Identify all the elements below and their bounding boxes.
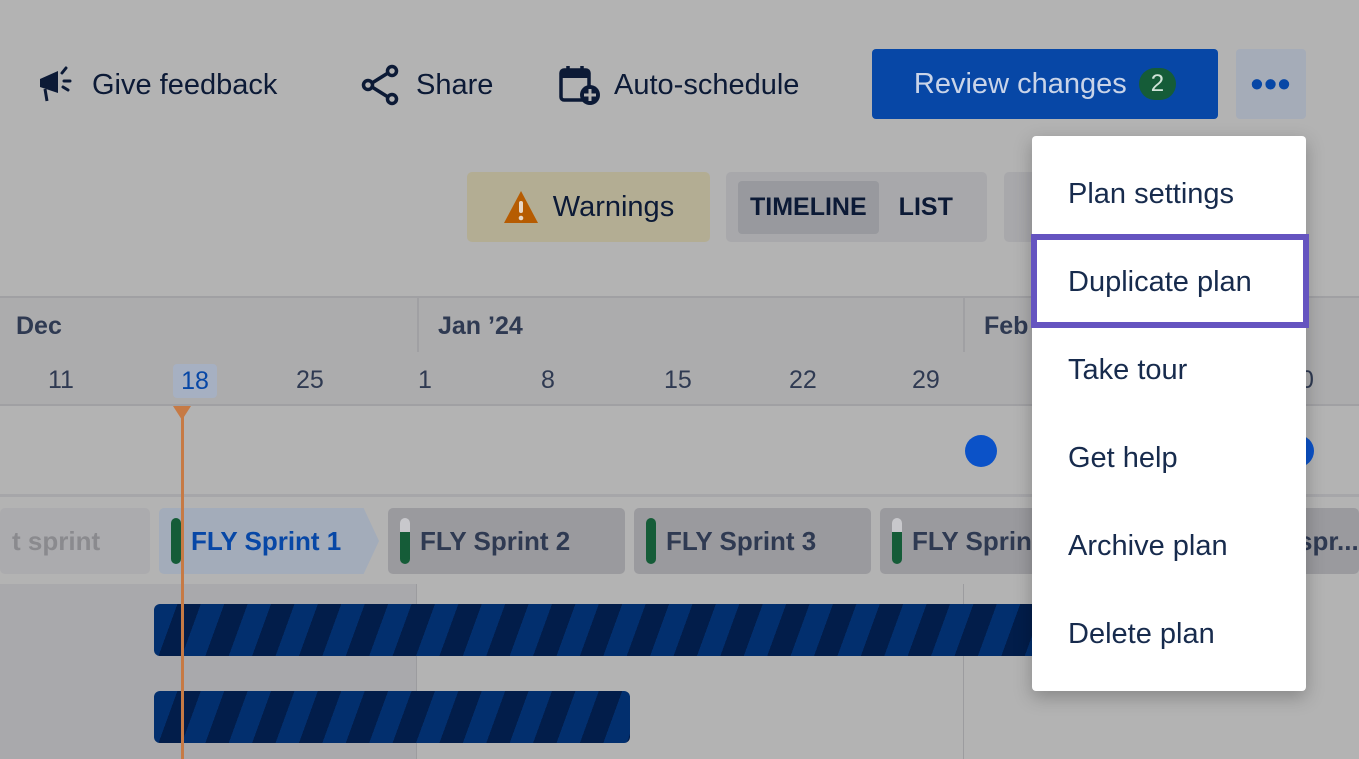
menu-item-get-help[interactable]: Get help bbox=[1068, 442, 1178, 474]
month-label: Feb bbox=[984, 312, 1029, 340]
today-marker-line bbox=[181, 406, 184, 759]
give-feedback-button[interactable]: Give feedback bbox=[36, 62, 277, 108]
month-label: Dec bbox=[16, 312, 62, 340]
today-marker-icon bbox=[173, 406, 191, 420]
day-label: 25 bbox=[296, 366, 324, 394]
today-day-label: 18 bbox=[173, 364, 217, 398]
menu-item-take-tour[interactable]: Take tour bbox=[1068, 354, 1188, 386]
share-label: Share bbox=[416, 68, 494, 101]
sprint-progress bbox=[646, 518, 656, 564]
sprint-label: spr... bbox=[1298, 525, 1359, 556]
month-divider bbox=[417, 296, 419, 352]
sprint-label: t sprint bbox=[12, 525, 101, 556]
warning-icon bbox=[503, 191, 538, 223]
menu-item-archive-plan[interactable]: Archive plan bbox=[1068, 530, 1228, 562]
menu-item-duplicate-plan[interactable]: Duplicate plan bbox=[1068, 266, 1252, 298]
grid-line bbox=[416, 584, 417, 759]
sprint-progress bbox=[400, 518, 410, 564]
row-divider bbox=[0, 494, 1359, 497]
view-switcher: TIMELINE LIST bbox=[726, 172, 987, 242]
sprint-progress bbox=[171, 518, 181, 564]
tab-timeline[interactable]: TIMELINE bbox=[738, 180, 879, 234]
menu-item-delete-plan[interactable]: Delete plan bbox=[1068, 618, 1215, 650]
tab-list[interactable]: LIST bbox=[898, 192, 953, 221]
sprint-fly-1[interactable]: FLY Sprint 1 bbox=[159, 508, 379, 574]
auto-schedule-button[interactable]: Auto-schedule bbox=[558, 62, 799, 108]
month-divider bbox=[963, 296, 965, 352]
day-label: 29 bbox=[912, 366, 940, 394]
sprint-fly-3[interactable]: FLY Sprint 3 bbox=[634, 508, 871, 574]
timeline-bar[interactable] bbox=[154, 691, 630, 743]
sprint-label: FLY Sprint 3 bbox=[666, 525, 817, 556]
sprint-label: FLY Sprint 1 bbox=[191, 525, 342, 556]
auto-schedule-label: Auto-schedule bbox=[614, 68, 800, 101]
share-icon bbox=[361, 64, 399, 106]
warnings-button[interactable]: Warnings bbox=[467, 172, 710, 242]
timeline-bar[interactable] bbox=[154, 604, 1154, 656]
more-icon: ••• bbox=[1250, 63, 1292, 104]
changes-count-badge: 2 bbox=[1138, 68, 1177, 100]
calendar-add-icon bbox=[559, 66, 600, 105]
grid-line bbox=[963, 584, 964, 759]
warnings-label: Warnings bbox=[552, 190, 675, 223]
sprint-previous[interactable]: t sprint bbox=[0, 508, 150, 574]
sprint-fly-2[interactable]: FLY Sprint 2 bbox=[388, 508, 625, 574]
month-label: Jan ’24 bbox=[438, 312, 523, 340]
sprint-label: FLY Sprint 2 bbox=[420, 525, 571, 556]
release-marker[interactable] bbox=[965, 435, 997, 467]
day-label: 15 bbox=[664, 366, 692, 394]
review-changes-label: Review changes bbox=[913, 67, 1127, 100]
share-button[interactable]: Share bbox=[360, 62, 493, 108]
day-label: 1 bbox=[418, 366, 432, 394]
day-label: 8 bbox=[541, 366, 555, 394]
more-actions-menu: Plan settings Duplicate plan Take tour G… bbox=[1032, 136, 1306, 691]
sprint-progress bbox=[892, 518, 902, 564]
review-changes-button[interactable]: Review changes 2 bbox=[872, 49, 1218, 119]
give-feedback-label: Give feedback bbox=[92, 68, 278, 101]
more-actions-button[interactable]: ••• bbox=[1236, 49, 1306, 119]
highlight-box bbox=[1031, 234, 1309, 328]
day-label: 22 bbox=[789, 366, 817, 394]
day-label: 11 bbox=[48, 366, 74, 394]
megaphone-icon bbox=[40, 66, 72, 102]
menu-item-plan-settings[interactable]: Plan settings bbox=[1068, 178, 1235, 210]
